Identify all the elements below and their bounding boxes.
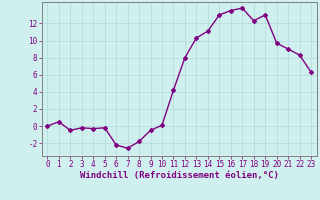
X-axis label: Windchill (Refroidissement éolien,°C): Windchill (Refroidissement éolien,°C) [80,171,279,180]
